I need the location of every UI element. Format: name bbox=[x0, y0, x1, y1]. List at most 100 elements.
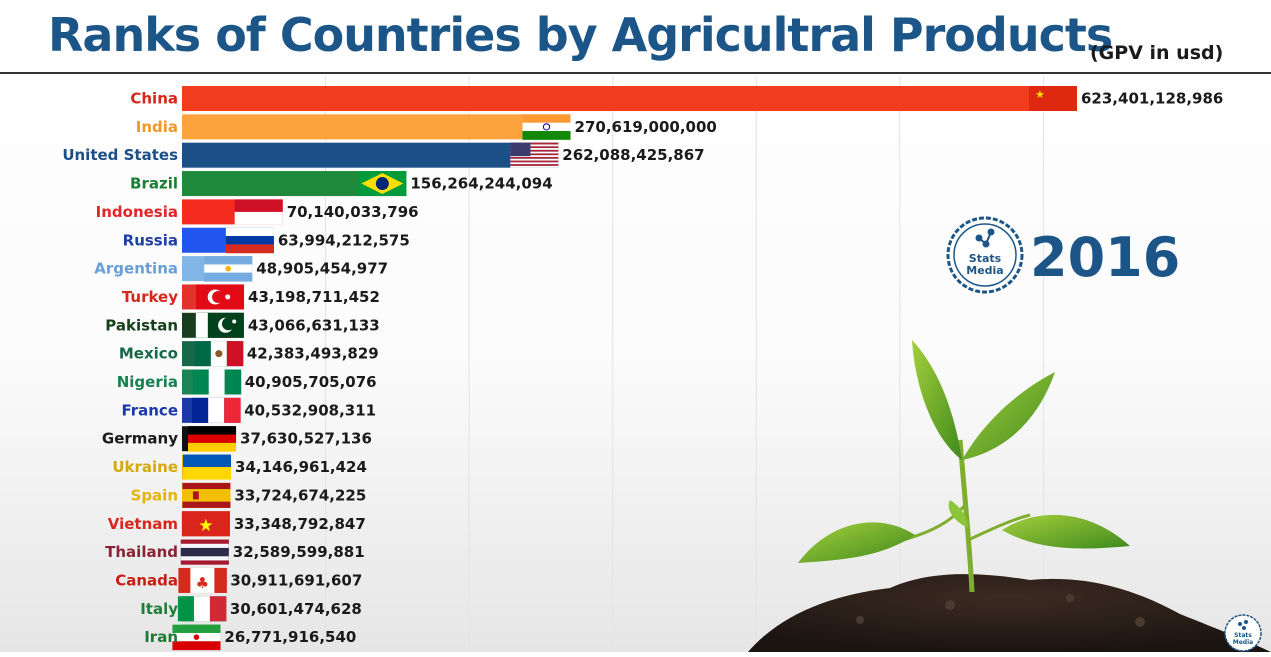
category-label: China bbox=[130, 90, 178, 108]
category-label: Pakistan bbox=[105, 316, 178, 334]
title-underline bbox=[0, 72, 1271, 74]
bar-rows: ★ China 623,401,128,986 India 270,619,000,00… bbox=[62, 86, 1223, 651]
category-label: Argentina bbox=[94, 260, 178, 278]
value-label: 262,088,425,867 bbox=[562, 146, 704, 164]
category-label: Iran bbox=[144, 628, 178, 646]
category-label: Russia bbox=[123, 231, 178, 249]
bar-row: Ukraine 34,146,961,424 bbox=[112, 454, 367, 480]
value-label: 48,905,454,977 bbox=[256, 260, 388, 278]
watermark-line1: Stats bbox=[1234, 632, 1252, 639]
value-label: 30,911,691,607 bbox=[230, 571, 362, 589]
thailand-flag-icon bbox=[180, 539, 229, 565]
nigeria-flag-icon bbox=[192, 369, 242, 395]
bar-row: Germany 37,630,527,136 bbox=[102, 426, 372, 452]
mexico-flag-icon bbox=[194, 341, 244, 367]
value-label: 42,383,493,829 bbox=[247, 345, 379, 363]
bar-row: Indonesia 70,140,033,796 bbox=[96, 199, 419, 225]
china-flag-icon: ★ bbox=[1029, 86, 1077, 111]
iran-flag-icon bbox=[172, 624, 221, 651]
vietnam-flag-icon: ★ bbox=[181, 511, 230, 537]
bar-row: Iran 26,771,916,540 bbox=[144, 624, 356, 651]
watermark-line2: Media bbox=[1233, 639, 1253, 646]
value-label: 30,601,474,628 bbox=[230, 600, 362, 618]
pakistan-flag-icon bbox=[195, 312, 244, 338]
value-label: 623,401,128,986 bbox=[1081, 90, 1223, 108]
indonesia-flag-icon bbox=[234, 199, 283, 225]
ukraine-flag-icon bbox=[183, 454, 232, 480]
bar-row: Russia 63,994,212,575 bbox=[123, 227, 410, 254]
category-label: United States bbox=[62, 146, 178, 164]
value-label: 34,146,961,424 bbox=[235, 458, 367, 476]
turkey-flag-icon bbox=[196, 284, 245, 310]
bar bbox=[182, 114, 571, 140]
bar-row: Spain 33,724,674,225 bbox=[131, 482, 366, 508]
value-label: 40,905,705,076 bbox=[245, 373, 377, 391]
usa-flag-icon bbox=[510, 142, 559, 168]
stats-media-watermark: Stats Media bbox=[1224, 614, 1262, 652]
category-label: Canada bbox=[115, 571, 178, 589]
bar-row: Argentina 48,905,454,977 bbox=[94, 256, 388, 282]
value-label: 156,264,244,094 bbox=[410, 175, 552, 193]
bar-row: India 270,619,000,000 bbox=[136, 114, 717, 140]
bar-row: ★ China 623,401,128,986 bbox=[130, 86, 1223, 111]
svg-text:★: ★ bbox=[1035, 88, 1045, 101]
value-label: 33,724,674,225 bbox=[234, 486, 366, 504]
gridlines bbox=[325, 76, 1044, 652]
logo-line1: Stats bbox=[969, 252, 1002, 265]
category-label: Turkey bbox=[122, 288, 178, 306]
bar bbox=[182, 142, 559, 168]
value-label: 33,348,792,847 bbox=[234, 515, 366, 533]
category-label: Germany bbox=[102, 430, 178, 448]
value-label: 270,619,000,000 bbox=[575, 118, 717, 136]
bar-row: ★ Vietnam 33,348,792,847 bbox=[108, 511, 366, 537]
category-label: Indonesia bbox=[96, 203, 178, 221]
argentina-flag-icon bbox=[204, 256, 253, 282]
logo-line2: Media bbox=[966, 264, 1003, 277]
russia-flag-icon bbox=[225, 227, 274, 254]
category-label: Thailand bbox=[105, 543, 178, 561]
category-label: Spain bbox=[131, 486, 178, 504]
bar-row: Thailand 32,589,599,881 bbox=[105, 539, 365, 565]
bar-row: Italy 30,601,474,628 bbox=[140, 596, 362, 622]
bar-row: Brazil 156,264,244,094 bbox=[130, 171, 553, 197]
category-label: Italy bbox=[140, 600, 178, 618]
category-label: France bbox=[121, 401, 178, 419]
india-flag-icon bbox=[522, 114, 571, 140]
value-label: 37,630,527,136 bbox=[240, 430, 372, 448]
category-label: Nigeria bbox=[117, 373, 178, 391]
value-label: 43,066,631,133 bbox=[248, 316, 380, 334]
category-label: Vietnam bbox=[108, 515, 178, 533]
stats-media-logo: Stats Media bbox=[946, 216, 1024, 294]
bar-row: Turkey 43,198,711,452 bbox=[122, 284, 380, 310]
bar-row: Pakistan 43,066,631,133 bbox=[105, 312, 380, 338]
bar-row: Nigeria 40,905,705,076 bbox=[117, 369, 377, 395]
year-label: 2016 bbox=[1030, 226, 1181, 289]
italy-flag-icon bbox=[177, 596, 227, 622]
value-label: 63,994,212,575 bbox=[278, 231, 410, 249]
svg-text:★: ★ bbox=[198, 516, 213, 536]
brazil-flag-icon bbox=[358, 171, 407, 197]
value-label: 32,589,599,881 bbox=[233, 543, 365, 561]
value-label: 70,140,033,796 bbox=[287, 203, 419, 221]
bar-chart: ★ China 623,401,128,986 India 270,619,000,00… bbox=[62, 76, 1223, 652]
value-label: 26,771,916,540 bbox=[224, 628, 356, 646]
seedling-illustration bbox=[748, 340, 1271, 652]
category-label: India bbox=[136, 118, 178, 136]
bar-row: ♣ Canada 30,911,691,607 bbox=[115, 567, 362, 593]
category-label: Brazil bbox=[130, 175, 178, 193]
bar-row: Mexico 42,383,493,829 bbox=[119, 341, 379, 367]
germany-flag-icon bbox=[188, 426, 237, 452]
bar-row: United States 262,088,425,867 bbox=[62, 142, 705, 168]
chart-subtitle: (GPV in usd) bbox=[1090, 42, 1224, 64]
canada-flag-icon: ♣ bbox=[178, 567, 227, 593]
bar-row: France 40,532,908,311 bbox=[121, 397, 376, 423]
france-flag-icon bbox=[192, 397, 241, 423]
value-label: 40,532,908,311 bbox=[244, 401, 376, 419]
chart-title: Ranks of Countries by Agricultral Produc… bbox=[48, 8, 1113, 62]
svg-text:♣: ♣ bbox=[196, 574, 209, 592]
spain-flag-icon bbox=[182, 482, 231, 508]
bar bbox=[182, 86, 1077, 111]
value-label: 43,198,711,452 bbox=[248, 288, 380, 306]
category-label: Mexico bbox=[119, 345, 178, 363]
category-label: Ukraine bbox=[112, 458, 178, 476]
